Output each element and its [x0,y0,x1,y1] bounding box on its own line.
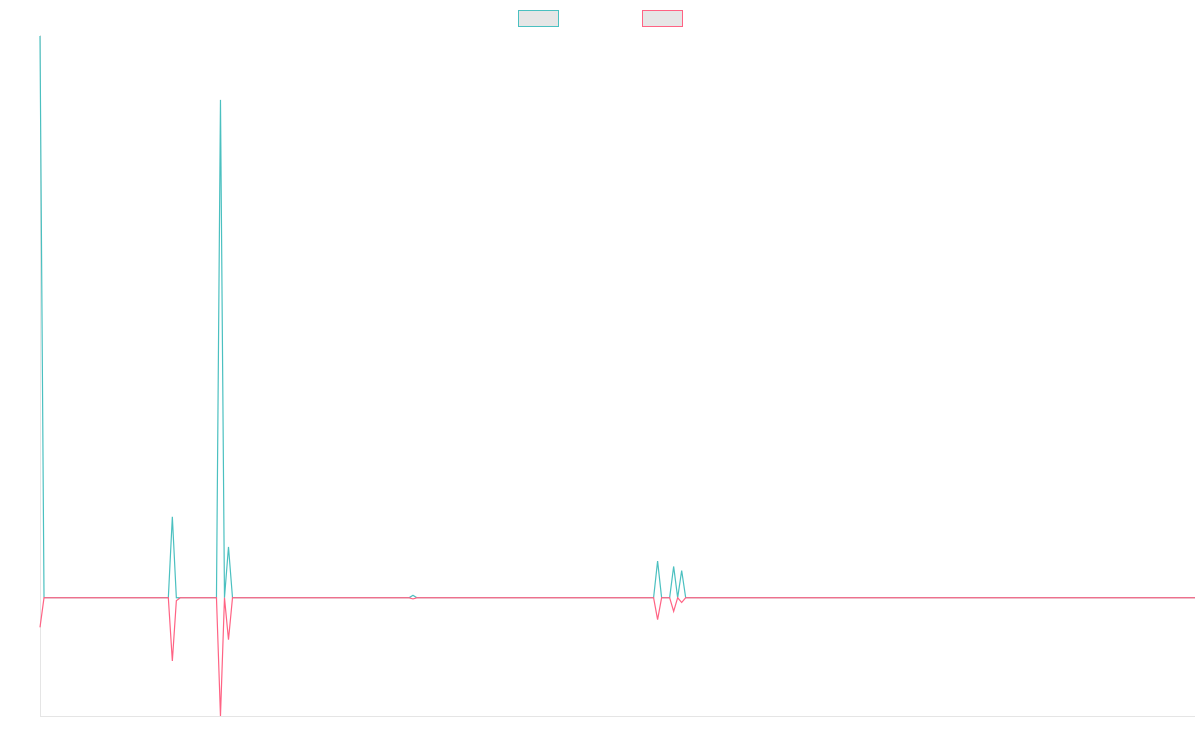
series-line-1 [39,35,1195,599]
legend-item-2[interactable] [642,10,683,27]
legend-item-1[interactable] [518,10,559,27]
legend [518,10,683,27]
series-layer [39,35,1195,717]
series-line-2 [39,596,1195,717]
axes [40,35,1195,717]
legend-swatch-1[interactable] [518,10,559,27]
legend-swatch-2[interactable] [642,10,683,27]
